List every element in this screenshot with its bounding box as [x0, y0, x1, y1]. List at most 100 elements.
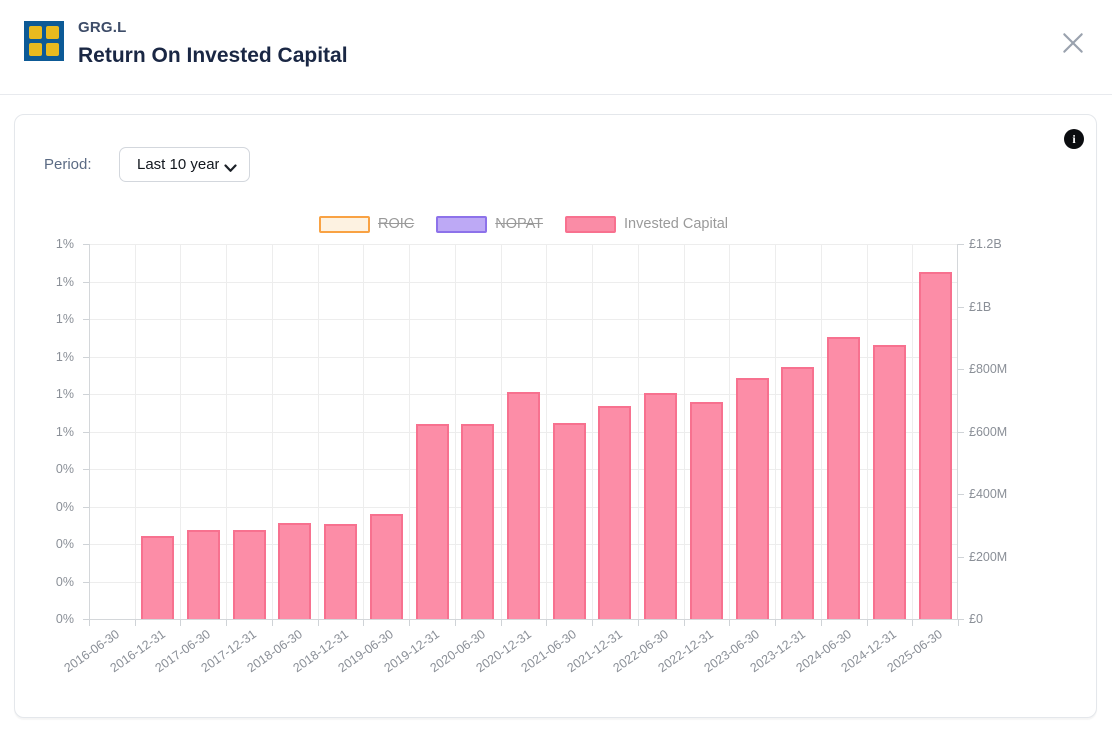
x-axis-tick — [409, 620, 411, 626]
x-axis-tick — [500, 620, 502, 626]
x-axis-tick — [226, 620, 228, 626]
right-axis-tick — [958, 619, 964, 620]
legend-label: ROIC — [377, 216, 415, 232]
bar-invested-capital[interactable] — [415, 424, 449, 619]
info-icon[interactable]: i — [1064, 129, 1084, 149]
ticker-symbol: GRG.L — [78, 19, 127, 36]
chart-plot-area: 1% 1% 1% 1% 1% 1% 0% 0% 0% 0% 0% £1.2B £1B £800M £600M… — [56, 237, 1007, 675]
x-axis-tick — [729, 620, 731, 626]
left-axis-tick — [83, 431, 89, 433]
left-axis-tick — [83, 581, 89, 583]
gridline-vertical — [637, 244, 639, 619]
gridline-vertical — [226, 244, 228, 619]
gridline-vertical — [912, 244, 914, 619]
page-title: Return On Invested Capital — [78, 44, 348, 67]
y-axis-label-right: £1.2B — [969, 237, 1002, 251]
gridline-vertical — [683, 244, 685, 619]
left-axis-tick — [83, 544, 89, 545]
right-axis-tick — [958, 556, 964, 558]
right-axis-tick — [958, 494, 964, 495]
close-button[interactable] — [1058, 29, 1088, 59]
gridline-vertical — [592, 244, 594, 619]
bar-invested-capital[interactable] — [324, 524, 358, 619]
left-axis-tick — [83, 619, 89, 620]
y-axis-label-left: 1% — [55, 387, 74, 401]
x-axis-tick — [775, 620, 777, 626]
gridline-vertical — [180, 244, 182, 619]
gridline-vertical — [500, 244, 502, 619]
x-axis-tick — [637, 620, 639, 626]
gridline-vertical — [363, 244, 365, 619]
bar-invested-capital[interactable] — [644, 393, 678, 619]
y-axis-label-right: £200M — [969, 549, 1008, 564]
x-axis-tick — [912, 620, 914, 626]
gridline-vertical — [134, 244, 136, 619]
bar-invested-capital[interactable] — [507, 392, 540, 619]
x-axis-tick — [363, 620, 365, 626]
y-axis-label-left: 1% — [55, 424, 74, 439]
gridline-vertical — [317, 244, 319, 619]
x-axis-tick — [89, 620, 90, 626]
y-axis-label-right: £1B — [969, 299, 992, 314]
gridline-vertical — [820, 244, 822, 619]
y-axis-label-left: 1% — [55, 274, 74, 289]
y-axis-label-left: 0% — [55, 499, 74, 514]
left-axis-tick — [83, 394, 89, 395]
left-axis-tick — [83, 506, 89, 508]
bar-invested-capital[interactable] — [598, 406, 632, 619]
x-axis-tick — [592, 620, 594, 626]
bar-invested-capital[interactable] — [369, 514, 403, 619]
bar-invested-capital[interactable] — [689, 402, 723, 619]
bar-invested-capital[interactable] — [186, 530, 220, 619]
gridline-vertical — [866, 244, 868, 619]
legend-item-invested-capital[interactable]: Invested Capital — [565, 215, 728, 233]
bar-invested-capital[interactable] — [278, 523, 312, 619]
y-axis-label-left: 0% — [55, 612, 74, 626]
legend-swatch-nopat — [436, 215, 488, 233]
period-select[interactable]: Last 10 years — [119, 147, 250, 182]
legend-swatch-roic — [318, 215, 370, 233]
x-axis-tick — [683, 620, 685, 626]
legend-label: NOPAT — [495, 216, 544, 232]
gridline-horizontal — [89, 244, 958, 245]
y-axis-label-left: 0% — [55, 462, 74, 476]
bar-invested-capital[interactable] — [827, 337, 861, 619]
left-axis-tick — [83, 244, 89, 245]
right-axis-tick — [958, 306, 964, 308]
gridline-horizontal — [89, 356, 958, 358]
gridline-vertical — [409, 244, 411, 619]
gridline-horizontal — [89, 319, 958, 320]
chart-legend: ROIC NOPAT Invested Capital — [89, 215, 958, 233]
bar-invested-capital[interactable] — [918, 272, 952, 619]
x-axis-tick — [271, 620, 273, 626]
right-axis-tick — [958, 431, 964, 433]
gridline-vertical — [271, 244, 273, 619]
bar-invested-capital[interactable] — [781, 367, 815, 619]
x-axis-tick — [134, 620, 136, 626]
app-logo-icon — [24, 21, 64, 61]
left-axis-tick — [83, 319, 89, 320]
gridline-vertical — [775, 244, 777, 619]
x-axis-tick — [317, 620, 319, 626]
bar-invested-capital[interactable] — [232, 530, 266, 619]
left-axis-tick — [83, 356, 89, 358]
gridline-vertical — [454, 244, 456, 619]
bar-invested-capital[interactable] — [735, 378, 769, 619]
bar-invested-capital[interactable] — [872, 345, 906, 619]
y-axis-line-right — [957, 244, 958, 620]
y-axis-label-right: £800M — [969, 362, 1008, 376]
y-axis-line-left — [89, 244, 90, 620]
chart-card: Period: Last 10 years i ROIC NOPAT Inves… — [14, 114, 1097, 718]
bar-invested-capital[interactable] — [461, 424, 495, 619]
gridline-vertical — [546, 244, 548, 619]
legend-item-roic[interactable]: ROIC — [318, 215, 415, 233]
bar-invested-capital[interactable] — [552, 423, 586, 619]
x-axis-tick — [820, 620, 822, 626]
x-axis-tick — [546, 620, 548, 626]
gridline-vertical — [729, 244, 731, 619]
legend-item-nopat[interactable]: NOPAT — [436, 215, 544, 233]
bar-invested-capital[interactable] — [141, 536, 175, 619]
left-axis-tick — [83, 469, 89, 470]
y-axis-label-right: £400M — [969, 487, 1008, 501]
y-axis-label-right: £0 — [969, 612, 983, 626]
